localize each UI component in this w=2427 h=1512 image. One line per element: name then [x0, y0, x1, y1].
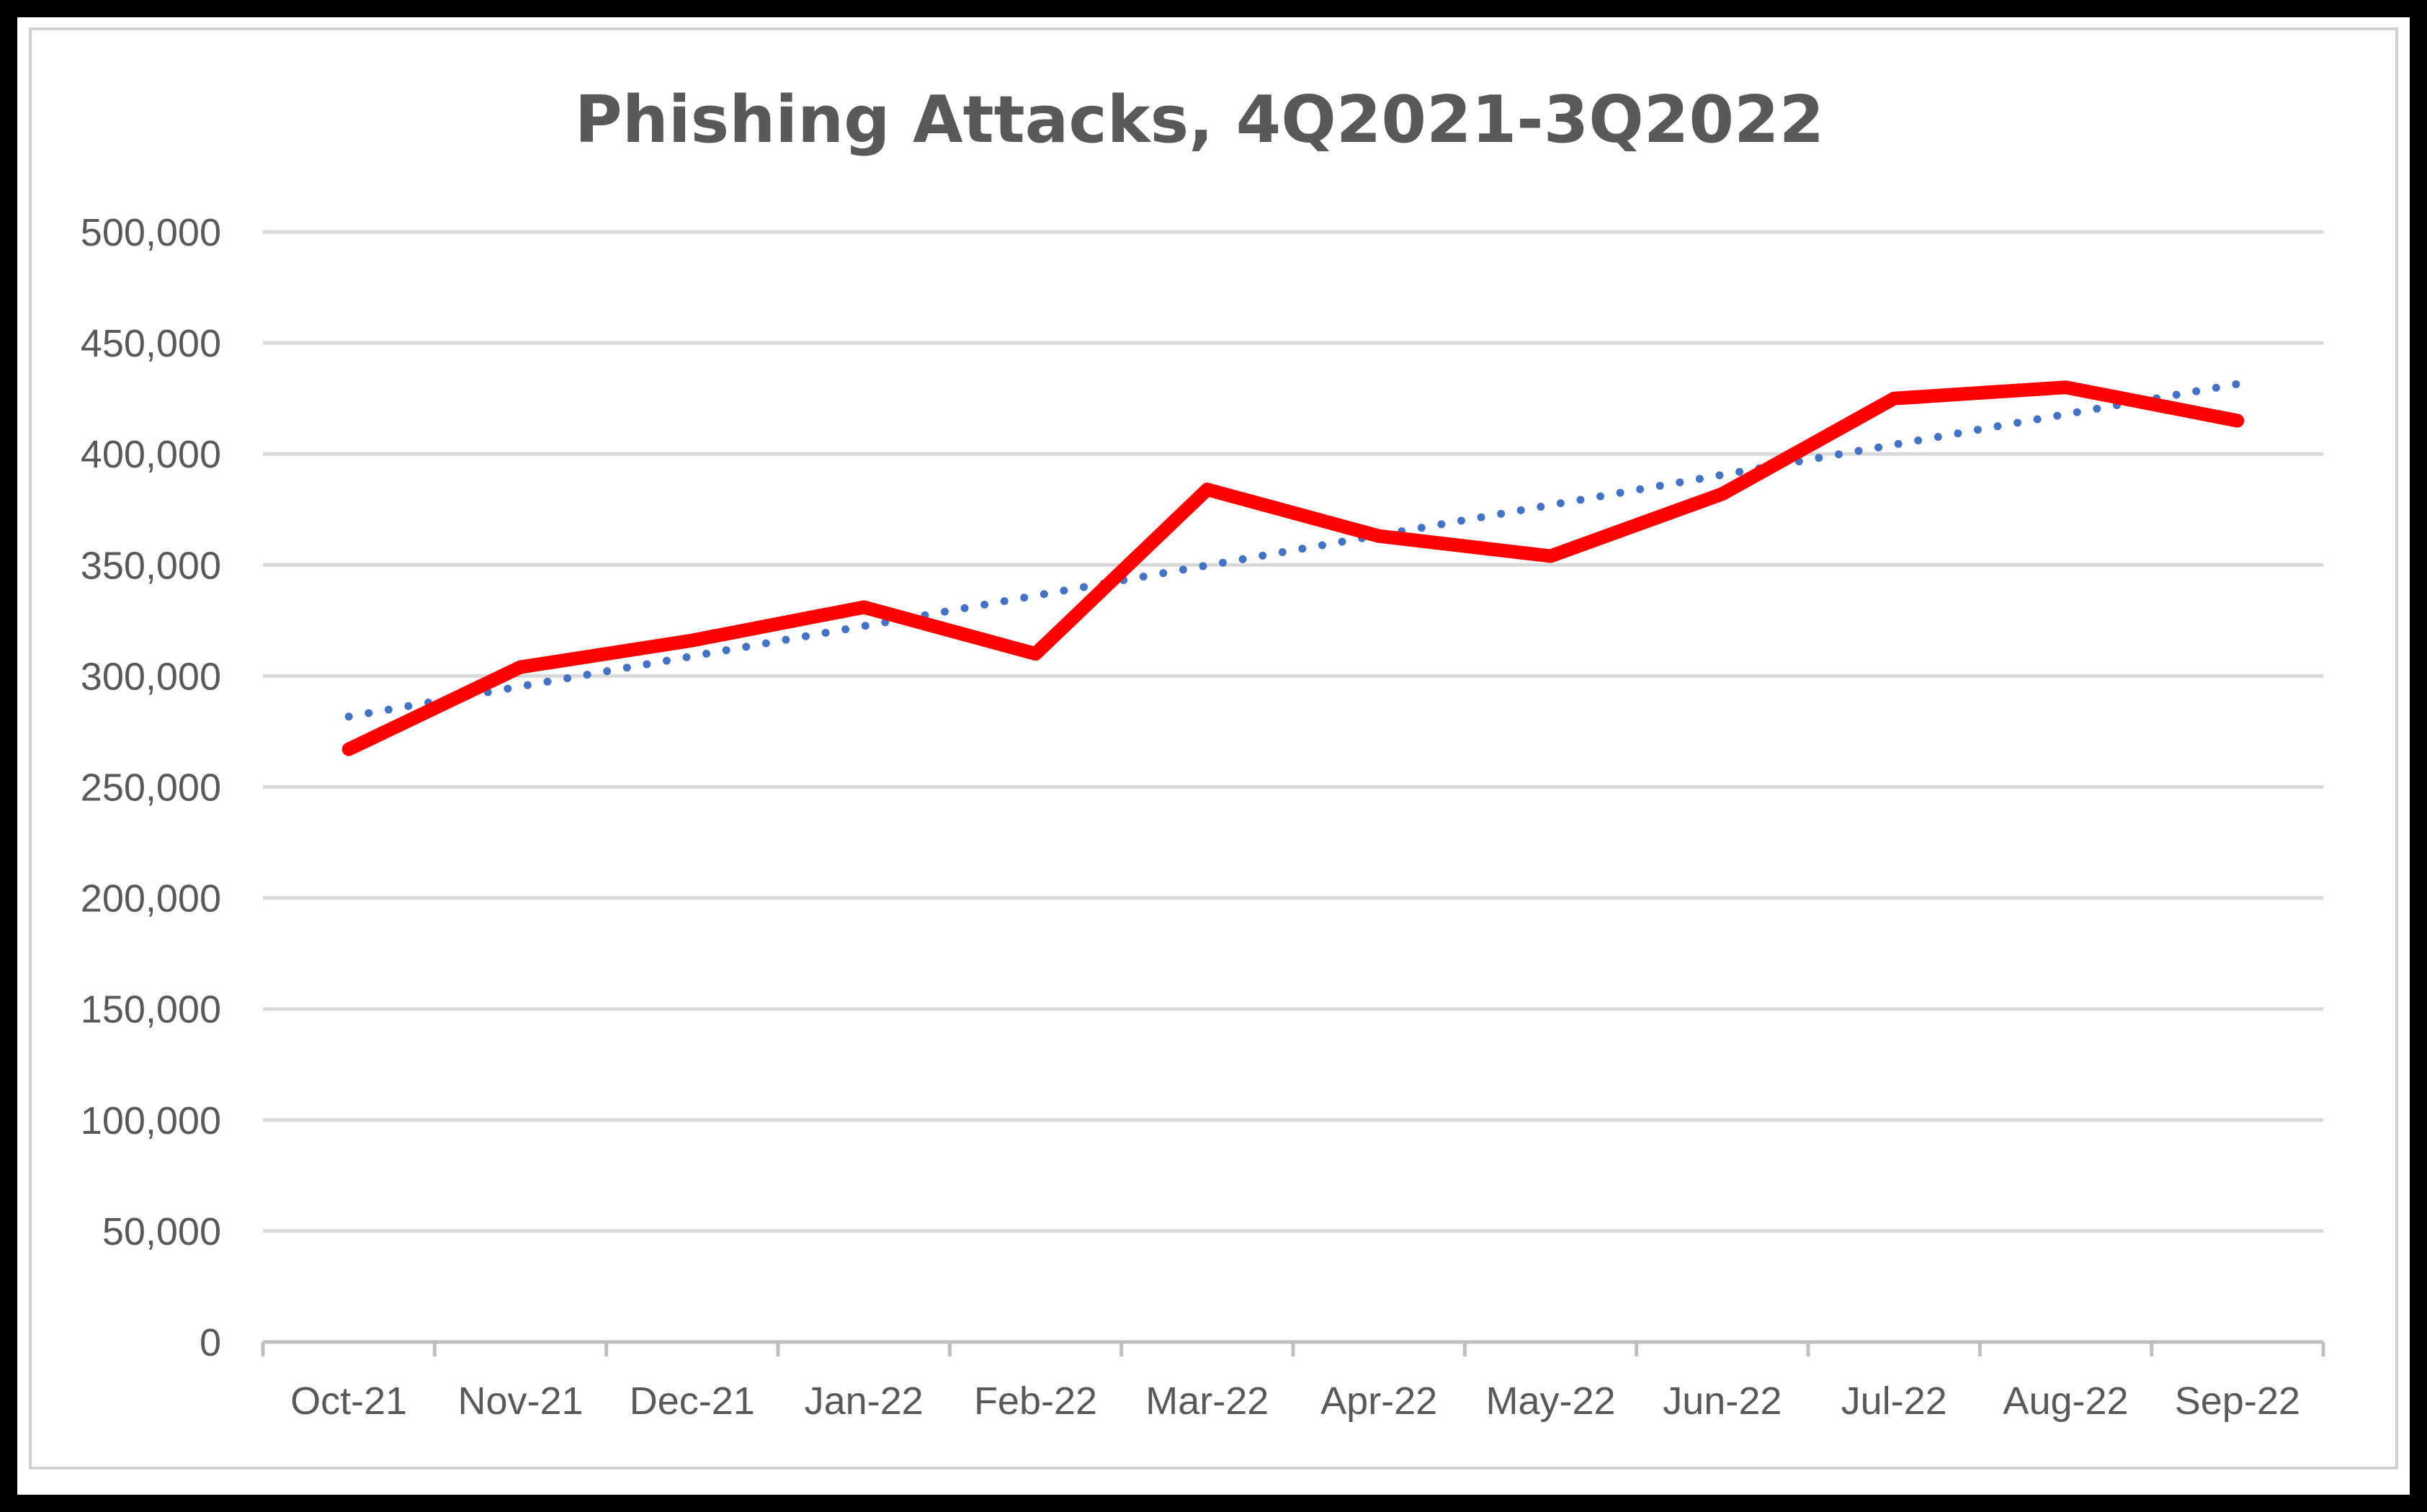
- inner-border: [29, 27, 2398, 1469]
- grid-layer: [263, 230, 2323, 1233]
- trendline-point: [1550, 504, 1552, 506]
- data-point: [863, 607, 864, 608]
- data-point: [1378, 535, 1380, 537]
- trendline-point: [1722, 474, 1723, 475]
- y-tick-label: 400,000: [81, 433, 221, 476]
- trendline-point: [692, 656, 693, 657]
- chart-title: Phishing Attacks, 4Q2021-3Q2022: [575, 82, 1825, 158]
- y-tick-label: 500,000: [81, 211, 221, 254]
- data-point: [1722, 493, 1723, 495]
- data-point: [520, 666, 522, 668]
- x-tick-label: Aug-22: [2003, 1379, 2128, 1423]
- y-tick-label: 100,000: [81, 1099, 221, 1142]
- x-tick-label: Dec-21: [630, 1379, 755, 1423]
- data-point: [1207, 489, 1208, 491]
- x-tick-label: Oct-21: [290, 1379, 407, 1423]
- x-tick-label: Sep-22: [2175, 1379, 2300, 1423]
- trendline-point: [348, 716, 349, 717]
- data-point: [692, 640, 693, 641]
- x-tick-label: Mar-22: [1145, 1379, 1269, 1423]
- x-tick-label: Jul-22: [1841, 1379, 1947, 1423]
- y-tick-label: 300,000: [81, 655, 221, 698]
- y-tick-label: 450,000: [81, 322, 221, 365]
- y-tick-label: 250,000: [81, 766, 221, 810]
- x-tick-label: Apr-22: [1320, 1379, 1437, 1423]
- data-point: [348, 748, 349, 750]
- data-point: [2065, 387, 2067, 388]
- data-point: [1550, 555, 1552, 557]
- y-tick-label: 0: [200, 1321, 221, 1364]
- x-tick-label: Nov-21: [457, 1379, 583, 1423]
- y-tick-label: 50,000: [102, 1210, 221, 1253]
- trendline-point: [2237, 383, 2238, 385]
- trendline-point: [1035, 595, 1037, 596]
- x-tick-label: Jan-22: [805, 1379, 924, 1423]
- x-tick-label: Feb-22: [974, 1379, 1097, 1423]
- y-tick-label: 200,000: [81, 877, 221, 921]
- x-tick-label: Jun-22: [1663, 1379, 1782, 1423]
- axis-layer: 0 50,000 100,000 150,000 200,000 250,000 300,0…: [81, 211, 2325, 1423]
- trendline-point: [520, 686, 522, 687]
- trendline-series: [344, 380, 2242, 721]
- trendline-point: [2065, 413, 2067, 415]
- trendline-point: [1893, 444, 1895, 445]
- data-point: [1035, 653, 1037, 655]
- data-point: [2237, 420, 2238, 421]
- trendline-point: [1207, 565, 1208, 566]
- x-tick-label: May-22: [1485, 1379, 1615, 1423]
- series-layer: [341, 380, 2245, 756]
- data-point: [1893, 398, 1895, 399]
- y-tick-label: 150,000: [81, 988, 221, 1032]
- trendline-point: [863, 625, 864, 627]
- y-tick-label: 350,000: [81, 544, 221, 587]
- phishing-attacks-series-line: [341, 380, 2245, 756]
